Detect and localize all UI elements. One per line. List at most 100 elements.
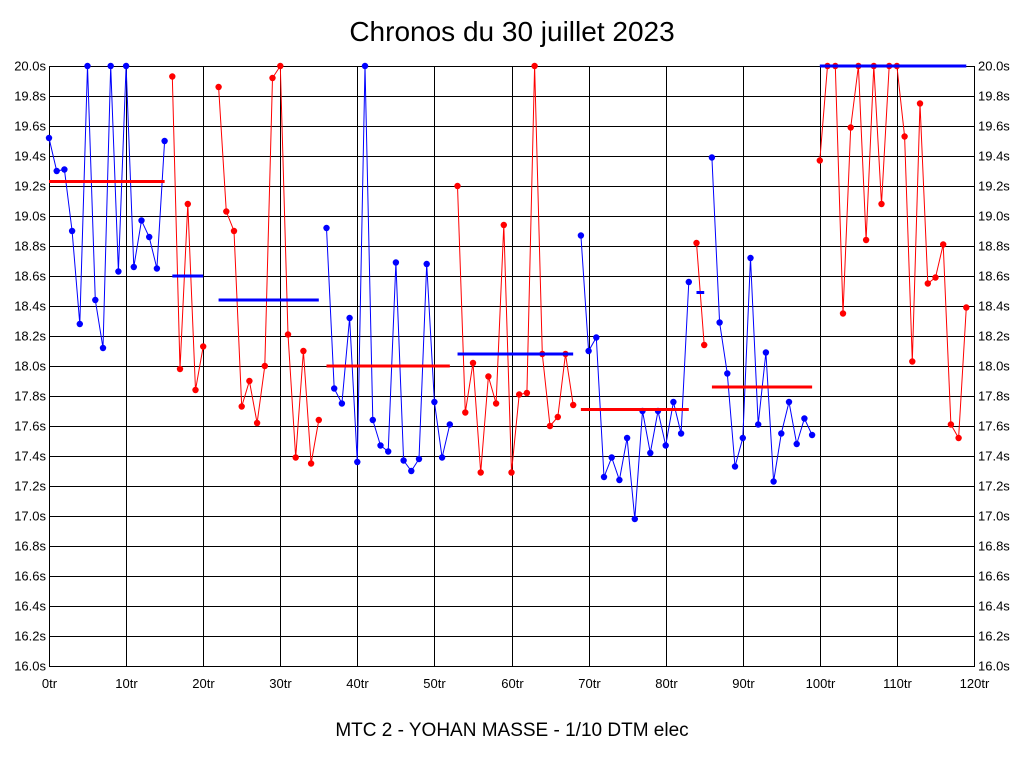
y-tick-label-left: 17.6s [14, 419, 46, 434]
chart-title: Chronos du 30 juillet 2023 [349, 16, 675, 47]
y-tick-label-right: 20.0s [978, 59, 1010, 74]
lap-point [122, 62, 130, 70]
lap-point [338, 400, 346, 407]
lap-point [253, 419, 261, 427]
lap-point [331, 385, 338, 392]
y-tick-label-right: 16.0s [978, 659, 1010, 674]
lap-point [492, 400, 500, 407]
lap-point [146, 233, 153, 241]
y-tick-label-right: 16.4s [978, 599, 1010, 614]
lap-point [176, 365, 184, 373]
lap-point [662, 442, 669, 449]
lap-point [469, 359, 477, 367]
lap-point [570, 401, 577, 409]
lap-point [277, 62, 284, 70]
lap-point [215, 83, 222, 91]
x-tick-label: 110tr [883, 676, 912, 691]
y-tick-label-left: 18.8s [14, 239, 46, 254]
y-tick-label-right: 19.6s [978, 119, 1010, 134]
lap-point [261, 362, 268, 370]
y-tick-label-left: 19.4s [14, 149, 46, 164]
x-tick-label: 80tr [655, 676, 678, 691]
lap-point [423, 260, 430, 268]
lap-point [192, 386, 199, 394]
lap-point [200, 343, 207, 350]
lap-point [76, 320, 84, 328]
lap-point [269, 74, 276, 82]
x-tick-label: 40tr [346, 676, 369, 691]
y-tick-label-right: 18.4s [978, 299, 1010, 314]
lap-point [955, 434, 962, 442]
series-line-3 [218, 64, 320, 464]
x-tick-label: 120tr [960, 676, 990, 691]
x-tick-label: 10tr [115, 676, 138, 691]
lap-point [878, 200, 885, 208]
lap-point [184, 200, 191, 208]
y-tick-label-left: 16.6s [14, 569, 46, 584]
y-tick-label-right: 17.2s [978, 479, 1010, 494]
lap-point [801, 415, 808, 422]
lap-point [862, 236, 870, 244]
lap-point [577, 232, 585, 239]
series-line-9 [819, 65, 967, 440]
lap-point [593, 334, 600, 341]
lap-point [315, 416, 322, 424]
series-line-8 [711, 157, 813, 482]
lap-point [716, 319, 723, 326]
lap-point [354, 458, 361, 466]
y-tick-label-left: 20.0s [14, 59, 46, 74]
series-line-2 [171, 76, 204, 391]
lap-point [847, 124, 854, 131]
lap-point [92, 296, 99, 304]
lap-point [701, 341, 708, 349]
lap-point [762, 349, 770, 356]
plot-frame [49, 66, 975, 667]
y-tick-label-left: 19.2s [14, 179, 46, 194]
lap-point [616, 476, 623, 484]
lap-point [153, 265, 161, 272]
lap-point [647, 449, 654, 457]
lap-point [307, 460, 315, 467]
lap-point [446, 421, 453, 428]
y-tick-label-left: 17.2s [14, 479, 46, 494]
y-tick-label-left: 19.8s [14, 89, 46, 104]
lap-point [346, 314, 353, 322]
lap-point [161, 137, 168, 145]
lap-point [685, 278, 692, 286]
lap-point [785, 398, 793, 406]
x-tick-label: 60tr [501, 676, 524, 691]
lap-point [739, 434, 746, 442]
y-tick-label-left: 19.6s [14, 119, 46, 134]
lap-point [45, 134, 53, 142]
lap-point [531, 62, 538, 70]
y-tick-label-left: 19.0s [14, 209, 46, 224]
y-tick-label-right: 18.8s [978, 239, 1010, 254]
lap-point [84, 62, 91, 70]
y-tick-label-left: 18.0s [14, 359, 46, 374]
y-tick-label-right: 16.8s [978, 539, 1010, 554]
y-tick-label-right: 18.6s [978, 269, 1010, 284]
lap-point [431, 398, 438, 406]
lap-point [947, 421, 955, 428]
lap-point [670, 398, 677, 406]
lap-point [61, 166, 68, 173]
lap-point [693, 239, 700, 247]
lap-point [415, 455, 423, 463]
lap-point [500, 221, 507, 229]
series-line-5 [457, 65, 574, 473]
y-tick-label-right: 19.2s [978, 179, 1010, 194]
lap-point [778, 430, 785, 437]
chart-subtitle: MTC 2 - YOHAN MASSE - 1/10 DTM elec [335, 720, 689, 741]
series-line-6 [580, 235, 690, 520]
y-tick-label-right: 16.6s [978, 569, 1010, 584]
y-tick-label-left: 16.2s [14, 629, 46, 644]
lap-point [755, 421, 762, 428]
lap-point [677, 430, 685, 437]
y-tick-label-left: 18.4s [14, 299, 46, 314]
lap-point [292, 454, 299, 461]
lap-point [608, 454, 615, 461]
y-tick-label-left: 17.8s [14, 389, 46, 404]
lap-point [924, 280, 931, 287]
x-tick-label: 0tr [42, 676, 58, 691]
lap-point [377, 442, 384, 449]
